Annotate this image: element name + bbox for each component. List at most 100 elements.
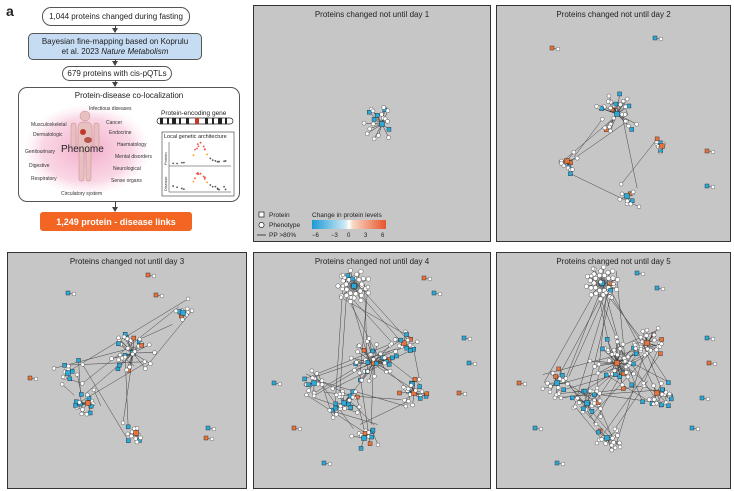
phenotype-node [348, 295, 354, 300]
phenotype-node [330, 415, 336, 420]
phenotype-node [334, 412, 339, 417]
phenotype-node [125, 431, 130, 437]
locus-point [204, 176, 206, 179]
label-neurological: Neurological [113, 166, 141, 172]
phenotype-node [660, 286, 666, 292]
phenotype-node [558, 395, 564, 401]
phenotype-node [583, 283, 589, 289]
protein-node [311, 380, 317, 386]
phenotype-node [403, 404, 408, 409]
phenotype-node [180, 317, 185, 322]
phenotype-node [378, 351, 383, 357]
phenotype-node [642, 353, 647, 358]
phenotype-node [639, 339, 645, 344]
panel-c-network [549, 35, 716, 209]
phenotype-node [654, 347, 659, 352]
protein-node [362, 431, 368, 436]
phenotype-node [619, 182, 624, 187]
phenotype-node [644, 333, 649, 338]
phenotype-node [624, 96, 630, 102]
protein-node [348, 405, 353, 410]
protein-node [600, 346, 605, 352]
phenotype-node [588, 292, 594, 298]
phenotype-node [597, 398, 603, 404]
network-legend: Protein Phenotype PP >80% Change in prot… [257, 211, 386, 239]
protein-node [604, 372, 609, 378]
phenotype-node [389, 341, 394, 346]
phenotype-node [312, 393, 317, 398]
protein-node [554, 380, 560, 386]
phenotype-node [410, 402, 415, 408]
protein-node [345, 273, 351, 278]
phenotype-node [621, 99, 626, 104]
colorbar-tick-5: 6 [381, 233, 385, 239]
phenotype-node [472, 361, 478, 367]
locus-point [209, 184, 212, 186]
phenotype-node [365, 369, 370, 374]
phenotype-node [560, 461, 566, 467]
protein-node [73, 403, 78, 408]
protein-node [689, 425, 695, 431]
phenotype-node [359, 378, 364, 383]
protein-node [358, 446, 364, 451]
protein-node [302, 376, 307, 382]
phenotype-node [575, 156, 580, 161]
protein-node [560, 372, 565, 378]
colocalization-illustration: Infectious diseases Cancer Musculoskelet… [23, 104, 235, 197]
phenotype-node [118, 352, 123, 358]
phenotype-node [640, 271, 646, 277]
phenotype-node [354, 271, 360, 277]
protein-node [617, 91, 622, 97]
phenotype-node [588, 285, 594, 291]
phenotype-node [371, 121, 376, 127]
protein-node [699, 395, 705, 401]
arrow-1 [112, 25, 118, 33]
phenotype-node [364, 131, 370, 136]
phenotype-node [33, 376, 39, 382]
protein-node [306, 382, 311, 387]
network-nodes [271, 268, 478, 467]
phenotype-node [371, 136, 377, 142]
locus-point [206, 153, 208, 156]
phenotype-node [633, 346, 638, 351]
phenotype-node [640, 329, 646, 334]
locus-point [214, 160, 217, 162]
phenotype-node [611, 440, 616, 445]
phenotype-node [357, 404, 362, 410]
protein-node [553, 374, 558, 379]
label-mental: Mental disorders [115, 154, 152, 160]
locus-point [196, 147, 198, 150]
protein-node [370, 427, 376, 433]
phenotype-node [656, 326, 661, 331]
locus-point [197, 145, 200, 148]
phenotype-node [617, 440, 622, 446]
network-edges [273, 270, 476, 465]
phenotype-node [437, 291, 443, 297]
phenotype-node [548, 384, 553, 389]
phenotype-node [357, 288, 363, 294]
protein-node [669, 396, 674, 402]
protein-node [613, 101, 619, 107]
protein-node [659, 337, 664, 342]
phenotype-node [695, 426, 701, 432]
phenotype-node [376, 133, 381, 138]
phenotype-node [319, 382, 325, 387]
phenotype-node [142, 359, 147, 364]
protein-node [417, 384, 422, 389]
phenotype-node [387, 368, 393, 374]
finemap-line2: et al. 2023 Nature Metabolism [61, 46, 169, 56]
phenotype-node [185, 296, 191, 301]
protein-node [554, 460, 560, 466]
panel-f-network [516, 264, 718, 467]
phenotype-node [357, 370, 362, 375]
protein-node [153, 292, 159, 298]
phenotype-node [335, 283, 341, 289]
locus-point [182, 188, 185, 190]
phenotype-node [593, 285, 598, 291]
protein-node [117, 362, 122, 368]
phenotype-node [397, 343, 402, 349]
phenotype-node [123, 355, 128, 360]
protein-node [652, 35, 658, 41]
phenotype-node [419, 389, 425, 394]
label-sense: Sense organs [111, 178, 142, 184]
